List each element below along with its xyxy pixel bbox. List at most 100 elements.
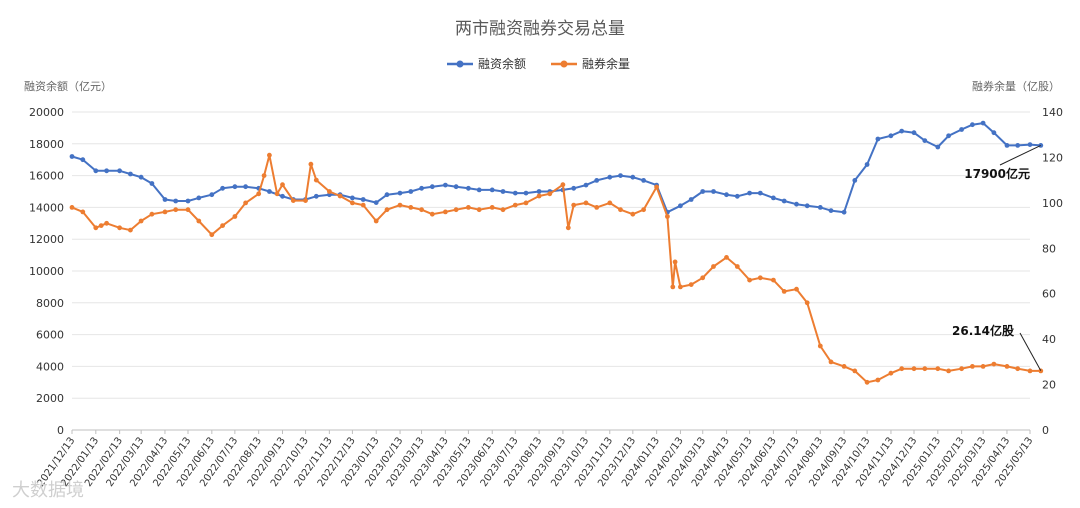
margin-balance-point (267, 189, 272, 194)
margin-balance-point (946, 133, 951, 139)
short-volume-point (547, 191, 553, 197)
margin-balance-point (757, 190, 763, 196)
legend-marker-short (560, 60, 568, 68)
margin-balance-point (69, 154, 75, 159)
margin-balance-point (384, 192, 390, 198)
margin-balance-point (220, 185, 226, 191)
short-volume-point (243, 200, 249, 206)
margin-balance-point (607, 174, 613, 180)
margin-balance-point (117, 168, 122, 174)
margin-balance-point (466, 185, 471, 191)
short-volume-point (267, 152, 272, 158)
short-volume-point (443, 209, 448, 215)
margin-balance-point (429, 184, 435, 190)
margin-balance-point (841, 209, 847, 215)
annotation-leader-margin (999, 144, 1041, 166)
short-volume-point (290, 198, 296, 204)
y-left-tick-label: 6000 (36, 329, 64, 342)
short-volume-point (711, 264, 716, 269)
margin-balance-point (804, 203, 810, 209)
margin-balance-point (970, 122, 975, 128)
y-left-tick-label: 16000 (29, 170, 64, 183)
chart-title: 两市融资融券交易总量 (455, 19, 625, 39)
short-volume-point (734, 264, 740, 269)
y-left-tick-label: 8000 (36, 297, 64, 310)
short-volume-point (303, 198, 308, 204)
gridlines (71, 111, 1031, 434)
short-volume-point (373, 218, 379, 224)
margin-balance-point (852, 178, 858, 183)
short-volume-point (69, 205, 75, 210)
margin-balance-point (149, 181, 155, 186)
margin-balance-point (828, 208, 834, 214)
margin-balance-point (523, 190, 529, 196)
margin-balance-point (724, 192, 729, 198)
short-volume-point (117, 225, 122, 231)
short-volume-point (360, 202, 366, 208)
margin-balance-point (500, 189, 506, 194)
y-left-tick-label: 2000 (36, 392, 64, 405)
margin-balance-point (980, 120, 986, 126)
series-lines (69, 120, 1044, 385)
short-volume-point (104, 220, 109, 226)
watermark-text: 大数据境 (12, 480, 84, 501)
legend-item-short[interactable]: 融券余量 (551, 56, 630, 71)
short-volume-point (771, 277, 776, 283)
y-left-tick-label: 20000 (29, 106, 64, 119)
y-left-tick-label: 14000 (29, 201, 64, 214)
margin-balance-point (991, 130, 997, 136)
short-volume-point (899, 366, 905, 372)
short-volume-point (384, 207, 390, 213)
margin-balance-point (209, 192, 215, 198)
short-volume-point (594, 205, 600, 210)
short-volume-point (607, 200, 613, 206)
short-volume-point (256, 191, 262, 197)
margin-balance-point (138, 174, 144, 180)
short-volume-point (922, 366, 928, 372)
short-volume-point (500, 207, 506, 213)
short-volume-point (453, 207, 459, 213)
margin-balance-point (922, 138, 928, 144)
short-volume-point (209, 232, 215, 238)
y-left-tick-label: 18000 (29, 138, 64, 151)
y-left-axis-title: 融资余额（亿元） (24, 79, 112, 93)
short-volume-point (875, 377, 881, 383)
margin-balance-point (935, 144, 941, 150)
margin-balance-point (594, 178, 600, 183)
annotation-leader-short (1019, 332, 1042, 371)
margin-balance-point (408, 189, 414, 194)
short-volume-point (419, 207, 424, 213)
short-volume-point (173, 207, 179, 213)
margin-balance-point (911, 130, 917, 136)
short-volume-point (991, 361, 997, 367)
annotation-margin-value: 17900亿元 (964, 166, 1030, 181)
margin-balance-point (280, 193, 285, 199)
legend-item-margin[interactable]: 融资余额 (447, 56, 526, 71)
margin-balance-point (104, 168, 109, 174)
legend-marker-margin (456, 60, 464, 68)
short-volume-point (1004, 364, 1010, 369)
short-volume-point (476, 207, 482, 213)
x-tick-labels: 2021/12/132022/01/132022/02/132022/03/13… (35, 435, 1035, 489)
short-volume-point (397, 202, 403, 208)
short-volume-point (781, 289, 787, 294)
short-volume-point (911, 366, 917, 372)
annotations: 17900亿元 26.14亿股 (952, 144, 1042, 371)
short-volume-point (98, 223, 104, 229)
short-volume-point (1015, 366, 1021, 372)
short-volume-point (408, 205, 414, 210)
margin-balance-point (162, 197, 168, 202)
margin-balance-point (888, 133, 894, 139)
short-volume-point (959, 366, 964, 372)
short-volume-point (523, 200, 529, 206)
short-volume-point (654, 184, 659, 190)
y-right-tick-label: 60 (1042, 288, 1056, 301)
short-volume-point (828, 359, 834, 365)
short-volume-point (162, 209, 168, 215)
margin-balance-point (734, 193, 740, 199)
margin-balance-point (1015, 143, 1021, 148)
short-volume-point (93, 225, 99, 231)
margin-balance-point (771, 195, 776, 201)
margin-balance-point (93, 168, 99, 174)
